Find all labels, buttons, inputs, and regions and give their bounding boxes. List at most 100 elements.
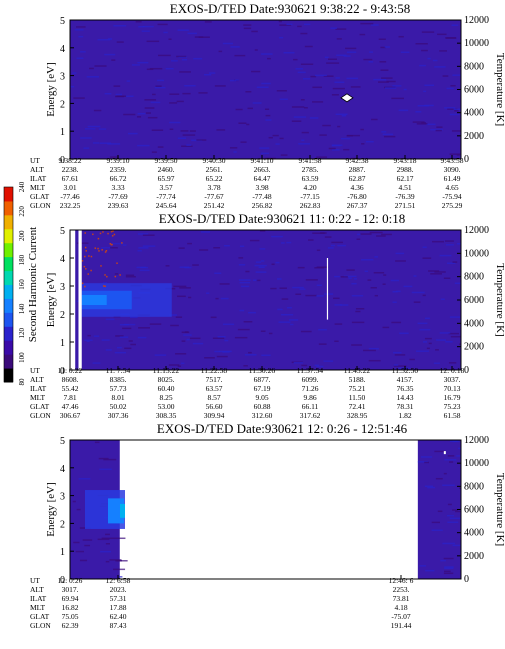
heatmap-cell [448,332,459,335]
heatmap-cell [331,94,339,96]
heatmap-cell [357,233,361,236]
ephemeris-value: 2785. [302,165,319,174]
heatmap-cell [452,544,461,547]
heatmap-cell [380,69,389,71]
heatmap-cell [444,107,456,109]
heatmap-cell [395,260,406,262]
heatmap-cell [380,46,386,49]
colorbar-swatch [4,354,13,369]
heatmap-cell [268,332,273,335]
heatmap-cell [446,514,455,517]
ephemeris-value: 3090. [444,165,461,174]
heatmap-cell [204,357,215,359]
heatmap-cell [245,270,250,273]
heatmap-cell [97,38,111,41]
heatmap-cell [169,102,178,104]
colorbar-swatch [4,326,13,341]
heatmap-cell [229,79,237,82]
heatmap-cell [340,137,351,140]
ephemeris-value: 73.81 [393,594,410,603]
ephemeris-value: 9:39:50 [155,156,178,165]
heatmap-cell [303,78,311,80]
heatmap-cell [369,51,373,53]
heatmap-cell [295,293,302,296]
heatmap-cell [396,290,401,293]
heatmap-cell [280,154,288,156]
ephemeris-value: 2561. [206,165,223,174]
y-tick-label: 5 [60,226,65,237]
y-right-tick-label: 0 [464,365,469,376]
ephemeris-value: 11:37:54 [297,366,324,375]
colorbar-tick-label: 120 [18,328,26,339]
heatmap-cell [425,123,436,126]
heatmap-cell [386,80,396,83]
ephemeris-value: -77.48 [252,192,272,201]
ephemeris-value: 8.01 [111,393,124,402]
ephemeris-value: 70.13 [444,384,461,393]
ephemeris-value: 4157. [397,375,414,384]
heatmap-cell [379,61,387,63]
ephemeris-label: MLT [30,603,46,612]
ephemeris-value: 232.25 [60,201,81,210]
ephemeris-value: 4.20 [303,183,316,192]
ephemeris-value: 3.01 [63,183,76,192]
heatmap-cell [430,273,442,275]
heatmap-cell [260,330,266,332]
heatmap-cell [155,85,162,87]
heatmap-cell [138,25,145,28]
heatmap-cell [181,145,193,148]
speck [114,275,117,278]
heatmap-cell [447,108,458,110]
heatmap-cell [187,242,192,245]
heatmap-cell [281,313,294,316]
heatmap-cell [261,53,273,55]
heatmap-cell [169,128,174,131]
heatmap-cell [135,20,142,23]
y-right-tick-label: 6000 [464,295,484,306]
colorbar-swatch [4,284,13,299]
speck [85,268,87,270]
ephemeris-value: 11: 7:54 [106,366,131,375]
heatmap-cell [300,330,312,333]
heatmap-cell [301,131,309,134]
heatmap-cell [439,254,452,257]
heatmap-cell [437,510,443,513]
speck [102,285,105,287]
ephemeris-value: 65.22 [206,174,223,183]
heatmap-cell [94,65,107,67]
heatmap-cell [415,111,422,113]
heatmap-cell [137,233,149,235]
heatmap-cell [324,236,332,238]
heatmap-cell [319,134,327,136]
heatmap-cell [107,143,121,145]
heatmap-cell [393,351,402,354]
ephemeris-value: 67.61 [62,174,79,183]
heatmap-cell [434,66,446,68]
ephemeris-value: 75.05 [62,612,79,621]
heatmap-cell [360,258,374,261]
heatmap-cell [281,298,289,300]
ephemeris-value: 275.29 [442,201,463,210]
colorbar-tick-label: 140 [18,303,26,314]
heatmap-cell [146,40,160,43]
heatmap-cell [443,277,451,280]
heatmap-cell [312,232,325,234]
heatmap-cell [259,230,266,232]
heatmap-cell [116,560,128,562]
heatmap-cell [137,144,150,147]
heatmap-cell [122,327,132,330]
heatmap-cell [351,321,365,324]
heatmap-cell [428,342,432,345]
heatmap-cell [346,77,359,80]
heatmap-cell [431,529,443,531]
heatmap-cell [445,37,457,39]
heatmap-cell [427,486,436,489]
heatmap-cell [136,116,142,118]
heatmap-cell [158,54,171,57]
heatmap-cell [392,301,397,303]
ephemeris-value: 62.39 [62,621,79,630]
heatmap-cell [439,50,448,52]
ephemeris-value: 4.18 [394,603,407,612]
heatmap-cell [181,340,186,342]
heatmap-cell [176,55,187,58]
